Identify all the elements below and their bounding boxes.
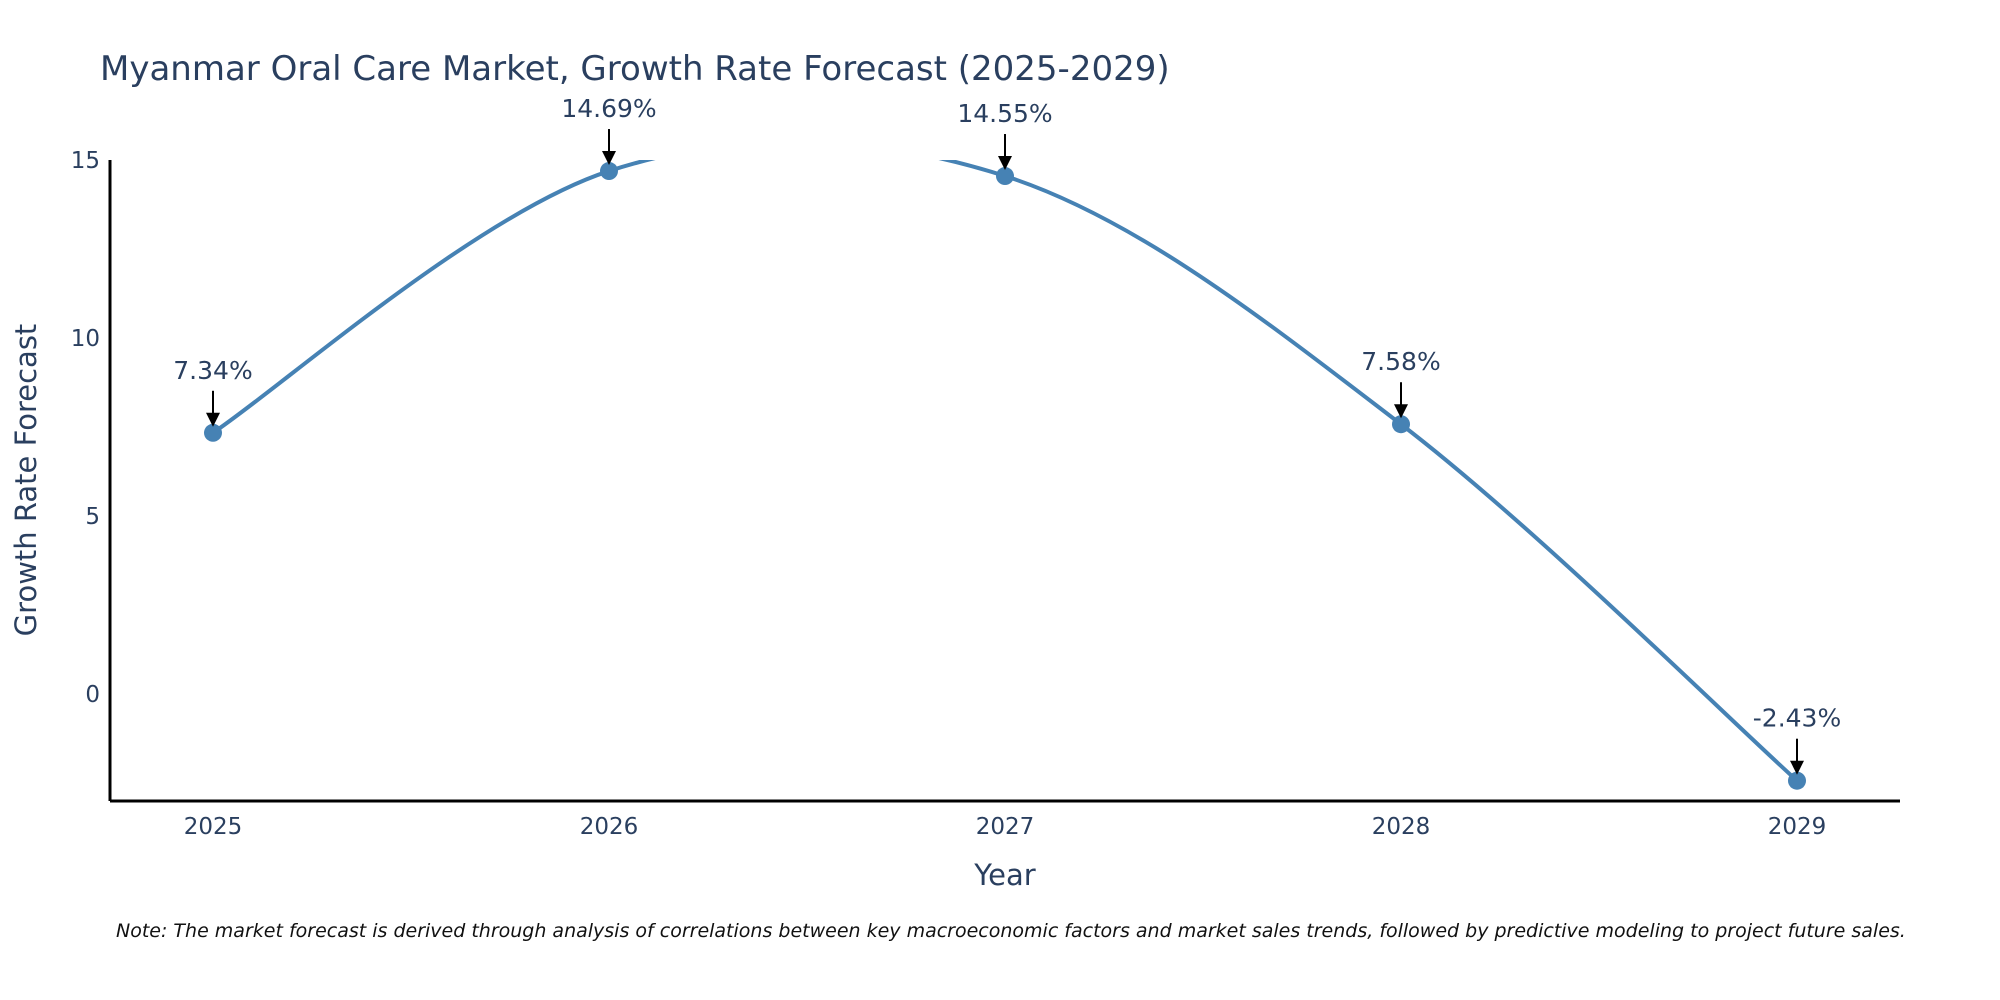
annotation-arrowhead xyxy=(1394,404,1408,419)
x-tick-label: 2027 xyxy=(976,814,1035,840)
data-value-label: 14.55% xyxy=(957,99,1052,128)
chart-title: Myanmar Oral Care Market, Growth Rate Fo… xyxy=(100,49,1170,89)
data-value-label: 14.69% xyxy=(561,94,656,123)
y-axis-title: Growth Rate Forecast xyxy=(9,324,43,637)
data-value-label: -2.43% xyxy=(1753,704,1841,733)
x-axis-title: Year xyxy=(973,858,1035,892)
footnote: Note: The market forecast is derived thr… xyxy=(116,920,1906,942)
x-tick-label: 2025 xyxy=(184,814,243,840)
data-annotations: 7.34% 14.69% 14.55% 7.58% -2.43% xyxy=(173,94,1841,775)
data-point-marker xyxy=(204,423,222,442)
data-value-label: 7.34% xyxy=(173,356,252,385)
x-tick-label: 2029 xyxy=(1768,814,1827,840)
data-point-marker xyxy=(996,167,1014,186)
y-tick-label: 10 xyxy=(71,326,100,352)
annotation-arrowhead xyxy=(998,156,1012,171)
data-point-marker xyxy=(1788,771,1806,790)
data-value-label: 7.58% xyxy=(1361,347,1440,376)
data-markers xyxy=(204,162,1806,790)
x-axis-ticks: 2025 2026 2027 2028 2029 xyxy=(184,814,1827,840)
x-tick-label: 2028 xyxy=(1372,814,1431,840)
y-tick-label: 0 xyxy=(85,682,100,708)
annotation-arrowhead xyxy=(206,412,220,427)
growth-rate-line xyxy=(211,160,1799,783)
annotation-arrowhead xyxy=(1790,760,1804,775)
annotation-arrowhead xyxy=(602,151,616,166)
x-tick-label: 2026 xyxy=(580,814,639,840)
y-tick-label: 5 xyxy=(85,504,100,530)
data-point-marker xyxy=(600,162,618,181)
data-point-marker xyxy=(1392,415,1410,434)
y-axis-ticks: 0 5 10 15 xyxy=(71,148,100,708)
y-tick-label: 15 xyxy=(71,148,100,174)
